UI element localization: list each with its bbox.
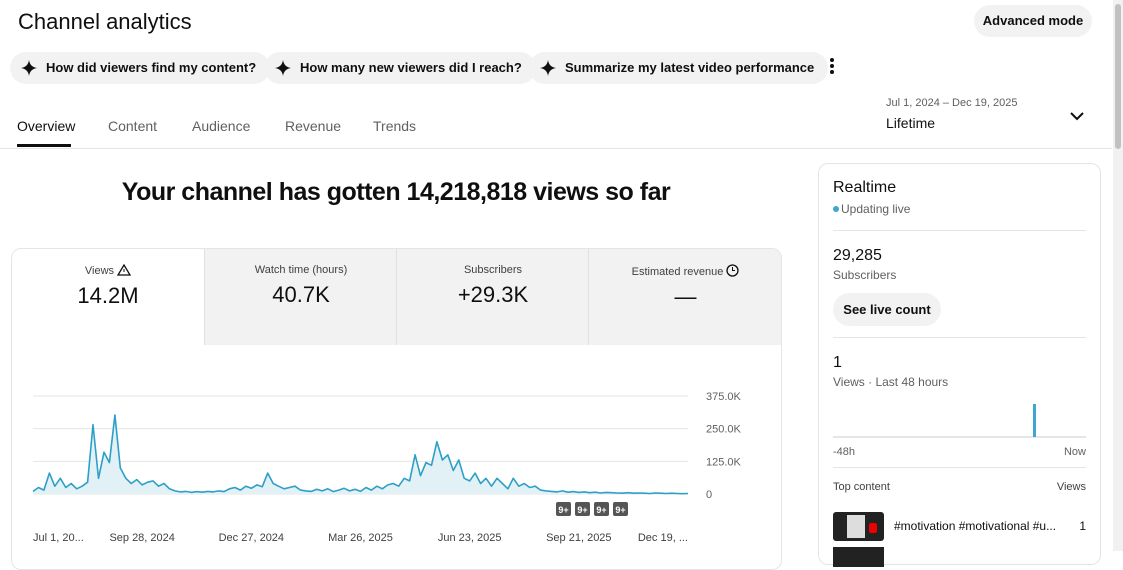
content-views: 1 [1079,519,1086,533]
metric-label: Estimated revenue [589,264,781,278]
realtime-status: Updating live [833,202,910,216]
y-tick-label: 250.0K [706,424,742,436]
realtime-bar [1033,404,1036,437]
views-label: Views · Last 48 hours [833,375,949,389]
divider [833,230,1086,231]
more-menu[interactable] [826,56,838,76]
axis-end: Now [1063,446,1086,458]
prompt-chip[interactable]: Summarize my latest video performance [529,52,829,84]
metric-tab[interactable]: Subscribers +29.3K [396,249,589,345]
metric-label: Views [12,263,204,277]
prompt-chip[interactable]: How many new viewers did I reach? [264,52,536,84]
thumbnail-image [847,515,865,538]
scrollbar[interactable] [1113,0,1123,551]
top-content-column: Views [1056,481,1086,493]
metric-tab[interactable]: Estimated revenue — [588,249,781,345]
dropdown-arrow[interactable] [1069,109,1085,123]
annotation-badge [575,502,590,516]
x-tick-label: Dec 27, 2024 [219,532,284,544]
x-tick-label: Mar 26, 2025 [328,532,393,544]
x-tick-label: Dec 19, ... [638,532,688,544]
annotation-badge [556,502,571,516]
annotation-label: 9+ [596,505,606,515]
line [32,414,689,495]
date-range: Jul 1, 2024 – Dec 19, 2025 [886,97,1018,109]
thumbnail[interactable] [833,547,884,567]
tab[interactable]: Content [108,118,158,134]
divider [833,467,1086,468]
live-dot [833,206,839,212]
date-range-label: Lifetime [886,115,936,131]
metric-tab[interactable]: Watch time (hours) 40.7K [204,249,397,345]
prompt-chip[interactable]: How did viewers find my content? [10,52,271,84]
divider [833,337,1086,338]
axis-start: -48h [833,446,856,458]
sparkle-icon [540,60,556,76]
clock-icon [726,264,740,277]
annotation-label: 9+ [615,505,625,515]
tab[interactable]: Overview [17,118,76,134]
advanced-mode-button[interactable]: Advanced mode [974,5,1092,37]
metric-value: — [674,284,697,309]
see-live-count-button[interactable]: See live count [833,293,941,326]
y-tick-label: 125.0K [706,456,742,468]
tab[interactable]: Revenue [285,118,342,134]
headline: Your channel has gotten 14,218,818 views… [121,178,671,206]
tab[interactable]: Audience [192,118,251,134]
warning-icon [116,263,132,276]
top-content-title: Top content [833,481,890,493]
thumbnail[interactable] [833,512,884,541]
subscriber-count: 29,285 [833,247,882,264]
realtime-card: Realtime Updating live 29,285 Subscriber… [818,163,1101,567]
status-text: Updating live [841,202,911,216]
annotation-badge [594,502,609,516]
realtime-title: Realtime [833,179,897,196]
shorts-icon [869,523,877,533]
x-tick-label: Sep 21, 2025 [546,532,611,544]
y-tick-label: 0 [706,489,712,501]
x-tick-label: Jul 1, 20... [33,532,84,544]
content-title[interactable]: #motivation #motivational #u... [894,519,1057,533]
x-tick-label: Jun 23, 2025 [438,532,502,544]
subscriber-label: Subscribers [833,268,897,282]
metric-label-text: Views [84,265,115,277]
metrics-card: Views 14.2M Watch time (hours) 40.7K Subs… [11,248,782,570]
tab-underline [17,144,71,147]
tab[interactable]: Trends [373,118,417,134]
metric-value: 40.7K [272,282,330,307]
divider [0,148,1112,149]
prompt-text: Summarize my latest video performance [565,60,815,75]
x-tick-label: Sep 28, 2024 [109,532,174,544]
views-chart: 0 125.0K 250.0K 375.0K Jul 1, 20... Sep 28, 2… [32,391,742,544]
metric-value: +29.3K [457,282,529,307]
metric-value: 14.2M [77,283,139,308]
metric-label: Watch time (hours) [254,264,348,276]
annotation-badge [613,502,628,516]
prompt-text: How many new viewers did I reach? [300,60,522,75]
metric-tab[interactable]: Views 14.2M [12,249,204,345]
annotation-label: 9+ [558,505,568,515]
page-title: Channel analytics [18,9,192,34]
metric-label: Subscribers [463,264,523,276]
views-count: 1 [833,354,842,371]
prompt-text: How did viewers find my content? [46,60,257,75]
annotation-label: 9+ [577,505,587,515]
sparkle-icon [21,60,37,76]
scrollbar-thumb[interactable] [1115,4,1121,149]
metric-label-text: Estimated revenue [631,266,724,278]
sparkle-icon [275,60,291,76]
realtime-chart [833,404,1086,438]
area [33,415,688,494]
y-tick-label: 375.0K [706,391,742,403]
